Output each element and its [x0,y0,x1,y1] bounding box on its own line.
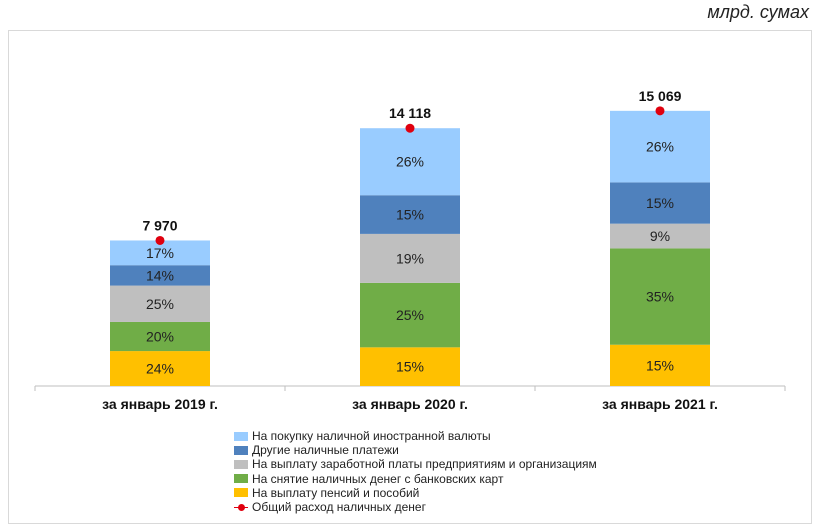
bar-segment-1-2 [360,233,460,283]
bar-label-1-2: 19% [396,250,424,266]
bar-segment-2-3 [610,182,710,224]
legend-label-total: Общий расход наличных денег [252,499,426,514]
bar-segment-0-1 [110,321,210,352]
legend-item-card-withdrawal: На снятие наличных денег с банковских ка… [234,472,597,486]
bar-segment-2-0 [610,344,710,386]
bar-label-0-1: 20% [146,329,174,345]
category-label-0: за январь 2019 г. [102,396,218,412]
bar-segment-2-4 [610,110,710,183]
bar-label-1-0: 15% [396,359,424,375]
bar-segment-2-2 [610,223,710,249]
legend-item-total: Общий расход наличных денег [234,500,597,514]
bar-segment-0-0 [110,351,210,386]
bar-segment-1-4 [360,128,460,196]
total-marker-0 [155,235,165,245]
legend: На покупку наличной иностранной валюты Д… [234,429,597,514]
legend-item-pensions: На выплату пенсий и пособий [234,486,597,500]
bar-label-0-0: 24% [146,361,174,377]
bar-segment-0-2 [110,285,210,322]
legend-swatch-other-payments [234,445,248,455]
legend-swatch-fx-purchase [234,431,248,441]
bar-label-0-2: 25% [146,296,174,312]
bar-label-1-1: 25% [396,307,424,323]
bar-label-1-3: 15% [396,207,424,223]
legend-label-salaries: На выплату заработной платы предприятиям… [252,457,597,472]
category-label-2: за январь 2021 г. [602,396,718,412]
legend-swatch-pensions [234,488,248,498]
bar-label-2-4: 26% [646,139,674,155]
bar-label-0-4: 17% [146,245,174,261]
legend-swatch-salaries [234,459,248,469]
legend-swatch-card-withdrawal [234,474,248,484]
legend-label-card-withdrawal: На снятие наличных денег с банковских ка… [252,471,504,486]
bar-label-2-0: 15% [646,357,674,373]
total-label-2: 15 069 [639,88,682,104]
chart-frame [8,30,812,524]
legend-label-other-payments: Другие наличные платежи [252,443,399,458]
legend-marker-total [234,503,248,512]
total-label-0: 7 970 [142,217,177,233]
legend-item-other-payments: Другие наличные платежи [234,443,597,457]
bar-segment-1-0 [360,347,460,386]
legend-item-salaries: На выплату заработной платы предприятиям… [234,457,597,471]
total-marker-2 [655,106,665,116]
bar-label-0-3: 14% [146,267,174,283]
bar-segment-1-3 [360,195,460,234]
total-marker-1 [405,123,415,133]
legend-item-fx-purchase: На покупку наличной иностранной валюты [234,429,597,443]
bar-label-2-1: 35% [646,289,674,305]
legend-label-pensions: На выплату пенсий и пособий [252,485,420,500]
bar-segment-0-3 [110,265,210,286]
bar-label-2-2: 9% [650,228,670,244]
bar-label-2-3: 15% [646,195,674,211]
bar-segment-1-1 [360,282,460,348]
total-label-1: 14 118 [389,105,431,121]
legend-label-fx-purchase: На покупку наличной иностранной валюты [252,429,491,443]
unit-label: млрд. сумах [707,2,809,22]
category-label-1: за январь 2020 г. [352,396,468,412]
bar-label-1-4: 26% [396,154,424,170]
bar-segment-2-1 [610,248,710,345]
